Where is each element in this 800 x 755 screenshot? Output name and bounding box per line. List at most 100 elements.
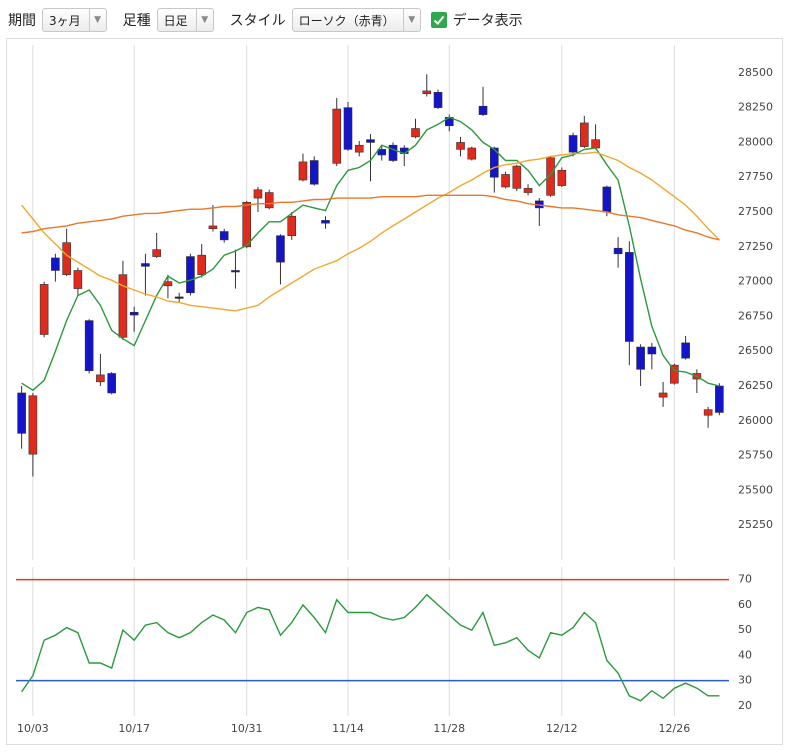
candle-body: [276, 235, 285, 263]
bar-value: 日足: [163, 13, 188, 28]
data-label: データ表示: [452, 13, 523, 29]
candle-body: [715, 385, 724, 413]
candle-body: [366, 139, 375, 143]
candle-body: [129, 311, 139, 316]
x-tick-label: 12/12: [546, 722, 578, 735]
y-tick-label: 60: [738, 598, 752, 611]
line-series: [21, 116, 720, 392]
y-tick-label: 26500: [738, 344, 773, 357]
period-label: 期間: [8, 13, 36, 29]
candle-body: [467, 147, 477, 160]
candle-body: [613, 247, 623, 255]
candle-body: [197, 254, 206, 275]
candle-body: [625, 252, 634, 342]
candle-body: [377, 149, 387, 156]
candle-body: [568, 135, 578, 153]
x-tick-label: 11/28: [433, 722, 465, 735]
candle-body: [703, 409, 713, 416]
candle-body: [28, 395, 38, 455]
candle-body: [602, 186, 612, 213]
candle-body: [546, 157, 555, 196]
candle-body: [118, 274, 128, 338]
chart-frame: [6, 38, 783, 745]
bar-dropdown[interactable]: 日足 ▼: [156, 8, 214, 32]
y-tick-label: 26750: [738, 309, 773, 322]
y-tick-label: 26000: [738, 414, 773, 427]
candle-body: [647, 346, 657, 355]
candle-body: [298, 161, 308, 181]
style-label: スタイル: [229, 13, 286, 29]
line-series: [21, 151, 720, 312]
x-tick-label: 10/03: [17, 722, 49, 735]
style-dropdown[interactable]: ローソク（赤青） ▼: [291, 8, 421, 32]
y-tick-label: 27250: [738, 240, 773, 253]
y-tick-label: 27000: [738, 275, 773, 288]
y-tick-label: 25750: [738, 449, 773, 462]
candle-body: [456, 142, 465, 150]
y-tick-label: 40: [738, 648, 752, 661]
candle-body: [636, 346, 645, 370]
candle-body: [433, 92, 443, 108]
candle-body: [51, 257, 60, 271]
style-value: ローソク（赤青）: [298, 13, 395, 28]
y-tick-label: 28250: [738, 101, 773, 114]
x-tick-label: 11/14: [332, 722, 364, 735]
checkbox-box: [430, 12, 447, 28]
y-tick-label: 30: [738, 674, 752, 687]
y-tick-label: 50: [738, 623, 752, 636]
y-tick-label: 70: [738, 573, 752, 586]
candle-body: [231, 270, 240, 273]
candle-body: [208, 225, 218, 230]
dropdown-arrow: ▼: [402, 9, 420, 31]
y-tick-label: 28000: [738, 135, 773, 148]
period-value: 3ヶ月: [49, 13, 81, 28]
checkbox-check: [433, 15, 444, 25]
candle-body: [264, 192, 274, 209]
candle-body: [309, 160, 319, 185]
candle-body: [219, 231, 229, 241]
candle-body: [489, 147, 499, 178]
candle-body: [501, 174, 510, 188]
candle-body: [253, 189, 263, 199]
candle-body: [478, 105, 488, 115]
candle-body: [343, 107, 353, 150]
y-tick-label: 25500: [738, 483, 773, 496]
candle-body: [523, 188, 533, 193]
y-tick-label: 27500: [738, 205, 773, 218]
x-tick-label: 10/17: [118, 722, 150, 735]
y-tick-label: 20: [738, 699, 752, 712]
line-series: [21, 194, 720, 241]
y-tick-label: 25250: [738, 518, 773, 531]
candle-body: [96, 374, 105, 383]
candle-body: [174, 296, 184, 299]
y-tick-label: 26250: [738, 379, 773, 392]
candle-body: [332, 108, 342, 164]
candle-body: [242, 201, 252, 248]
candle-body: [411, 128, 420, 138]
dropdown-arrow: ▼: [88, 9, 106, 31]
toolbar: 期間 3ヶ月 ▼ 足種 日足 ▼ スタイル ローソク（赤青） ▼ データ表示: [8, 6, 523, 34]
candle-body: [186, 256, 195, 294]
x-tick-label: 12/26: [659, 722, 691, 735]
candle-body: [107, 373, 116, 394]
candle-body: [73, 270, 83, 289]
y-tick-label: 28500: [738, 66, 773, 79]
candle-body: [39, 284, 49, 335]
x-tick-label: 10/31: [231, 722, 263, 735]
candle-body: [580, 122, 589, 147]
candle-body: [321, 220, 330, 224]
candle-body: [354, 144, 364, 153]
candle-body: [670, 364, 679, 384]
candle-body: [141, 263, 150, 267]
data-checkbox[interactable]: [430, 12, 447, 28]
bar-label: 足種: [122, 13, 151, 29]
candle-body: [658, 392, 668, 398]
candle-body: [62, 242, 71, 275]
y-tick-label: 27750: [738, 170, 773, 183]
period-dropdown[interactable]: 3ヶ月 ▼: [42, 8, 107, 32]
candle-body: [84, 320, 94, 372]
candle-body: [557, 169, 567, 186]
chart: 25250 25500 25750 26000 26250 26500 26750 27000…: [6, 38, 783, 745]
candle-body: [681, 342, 690, 359]
